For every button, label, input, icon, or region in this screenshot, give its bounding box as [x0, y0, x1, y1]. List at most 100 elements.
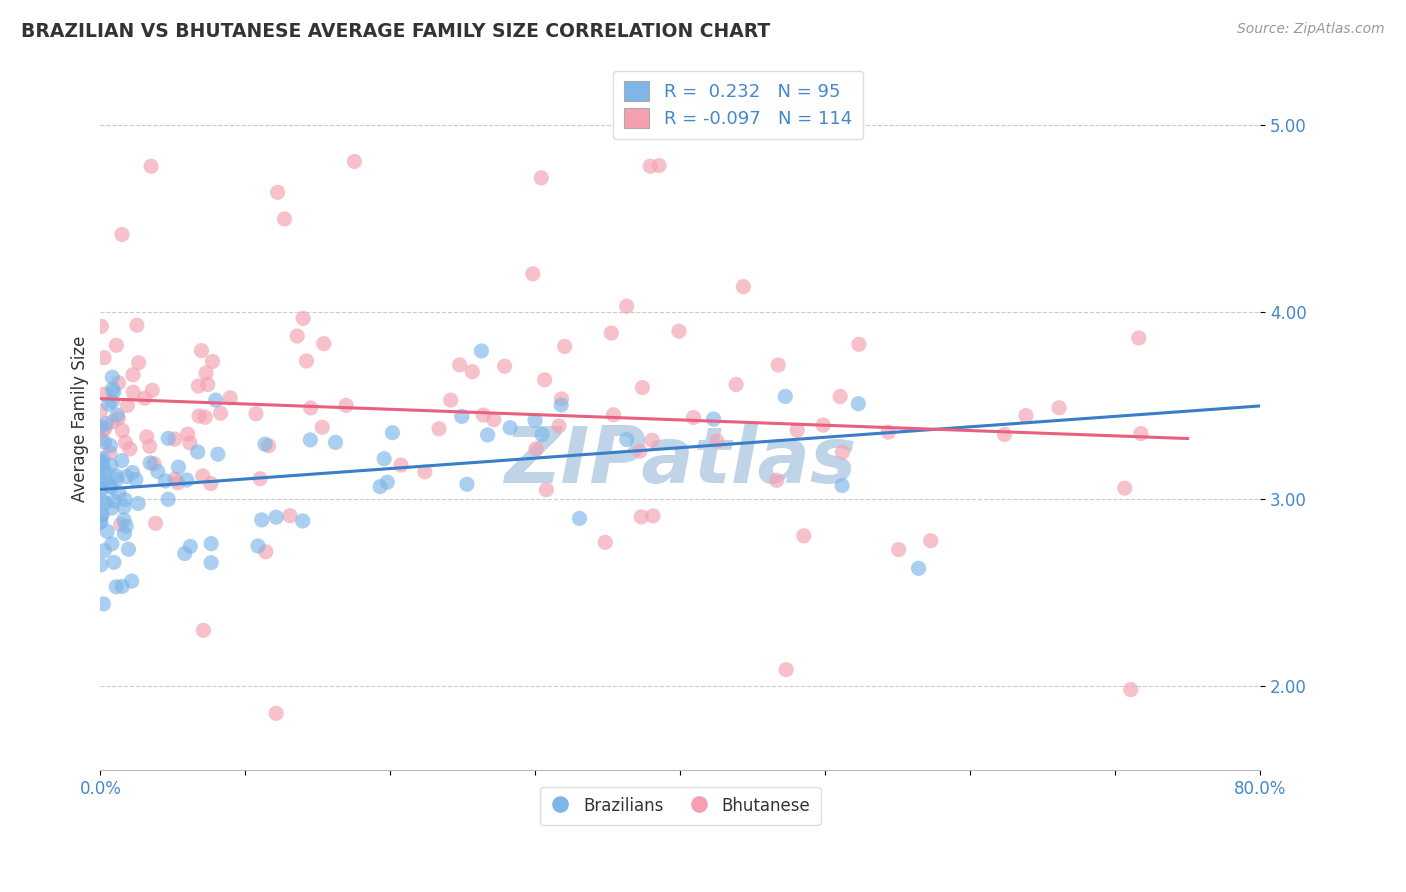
Point [135, 430, 157, 444]
Point [105, 473, 128, 487]
Point [264, 510, 287, 524]
Point [89, 482, 111, 496]
Point [96, 524, 118, 539]
Point [101, 394, 124, 409]
Point [550, 392, 572, 406]
Point [89, 404, 111, 418]
Point [125, 318, 148, 333]
Point [278, 508, 301, 523]
Point [440, 393, 463, 408]
Point [105, 338, 128, 352]
Point [117, 399, 139, 413]
Point [111, 454, 134, 468]
Point [89, 454, 111, 468]
Point [786, 423, 808, 437]
Point [173, 546, 195, 560]
Point [90, 473, 112, 487]
Point [628, 444, 651, 458]
Point [568, 511, 591, 525]
Point [1047, 401, 1070, 415]
Point [93, 435, 115, 450]
Point [602, 408, 624, 422]
Point [616, 433, 638, 447]
Point [494, 359, 516, 374]
Point [335, 399, 357, 413]
Point [907, 561, 929, 575]
Point [187, 445, 209, 459]
Point [536, 483, 558, 497]
Point [121, 466, 143, 480]
Point [90, 476, 112, 491]
Point [90, 558, 112, 572]
Point [1114, 481, 1136, 495]
Point [91, 451, 114, 466]
Point [249, 472, 271, 486]
Point [266, 186, 288, 200]
Point [157, 431, 180, 445]
Point [648, 159, 671, 173]
Point [830, 390, 852, 404]
Point [200, 476, 222, 491]
Point [1129, 426, 1152, 441]
Point [89, 432, 111, 446]
Point [115, 469, 138, 483]
Point [111, 424, 134, 438]
Point [176, 473, 198, 487]
Point [1015, 409, 1038, 423]
Point [375, 475, 398, 490]
Point [1128, 331, 1150, 345]
Point [312, 336, 335, 351]
Point [200, 556, 222, 570]
Point [118, 442, 141, 456]
Point [103, 494, 125, 508]
Point [524, 442, 547, 456]
Point [682, 410, 704, 425]
Point [107, 376, 129, 390]
Point [94, 421, 117, 435]
Point [470, 343, 492, 358]
Point [100, 458, 122, 473]
Point [90, 492, 112, 507]
Point [167, 460, 190, 475]
Point [768, 358, 790, 372]
Point [831, 478, 853, 492]
Point [105, 580, 128, 594]
Point [100, 480, 122, 494]
Point [201, 354, 224, 368]
Point [143, 457, 166, 471]
Point [531, 427, 554, 442]
Point [343, 154, 366, 169]
Point [291, 514, 314, 528]
Point [219, 391, 242, 405]
Point [157, 492, 180, 507]
Point [94, 496, 117, 510]
Point [188, 409, 211, 423]
Point [195, 366, 218, 380]
Point [703, 412, 725, 426]
Point [90, 515, 112, 529]
Point [373, 451, 395, 466]
Point [114, 435, 136, 450]
Point [117, 542, 139, 557]
Point [121, 574, 143, 588]
Point [105, 469, 128, 483]
Point [94, 387, 117, 401]
Point [773, 389, 796, 403]
Point [920, 533, 942, 548]
Point [167, 475, 190, 490]
Point [134, 391, 156, 405]
Point [209, 406, 232, 420]
Point [295, 354, 318, 368]
Point [112, 526, 135, 541]
Point [194, 410, 217, 425]
Point [246, 539, 269, 553]
Point [90, 508, 112, 522]
Point [108, 486, 131, 500]
Point [548, 419, 571, 434]
Point [115, 519, 138, 533]
Point [725, 377, 748, 392]
Point [187, 379, 209, 393]
Point [94, 473, 117, 487]
Point [176, 427, 198, 442]
Point [193, 624, 215, 638]
